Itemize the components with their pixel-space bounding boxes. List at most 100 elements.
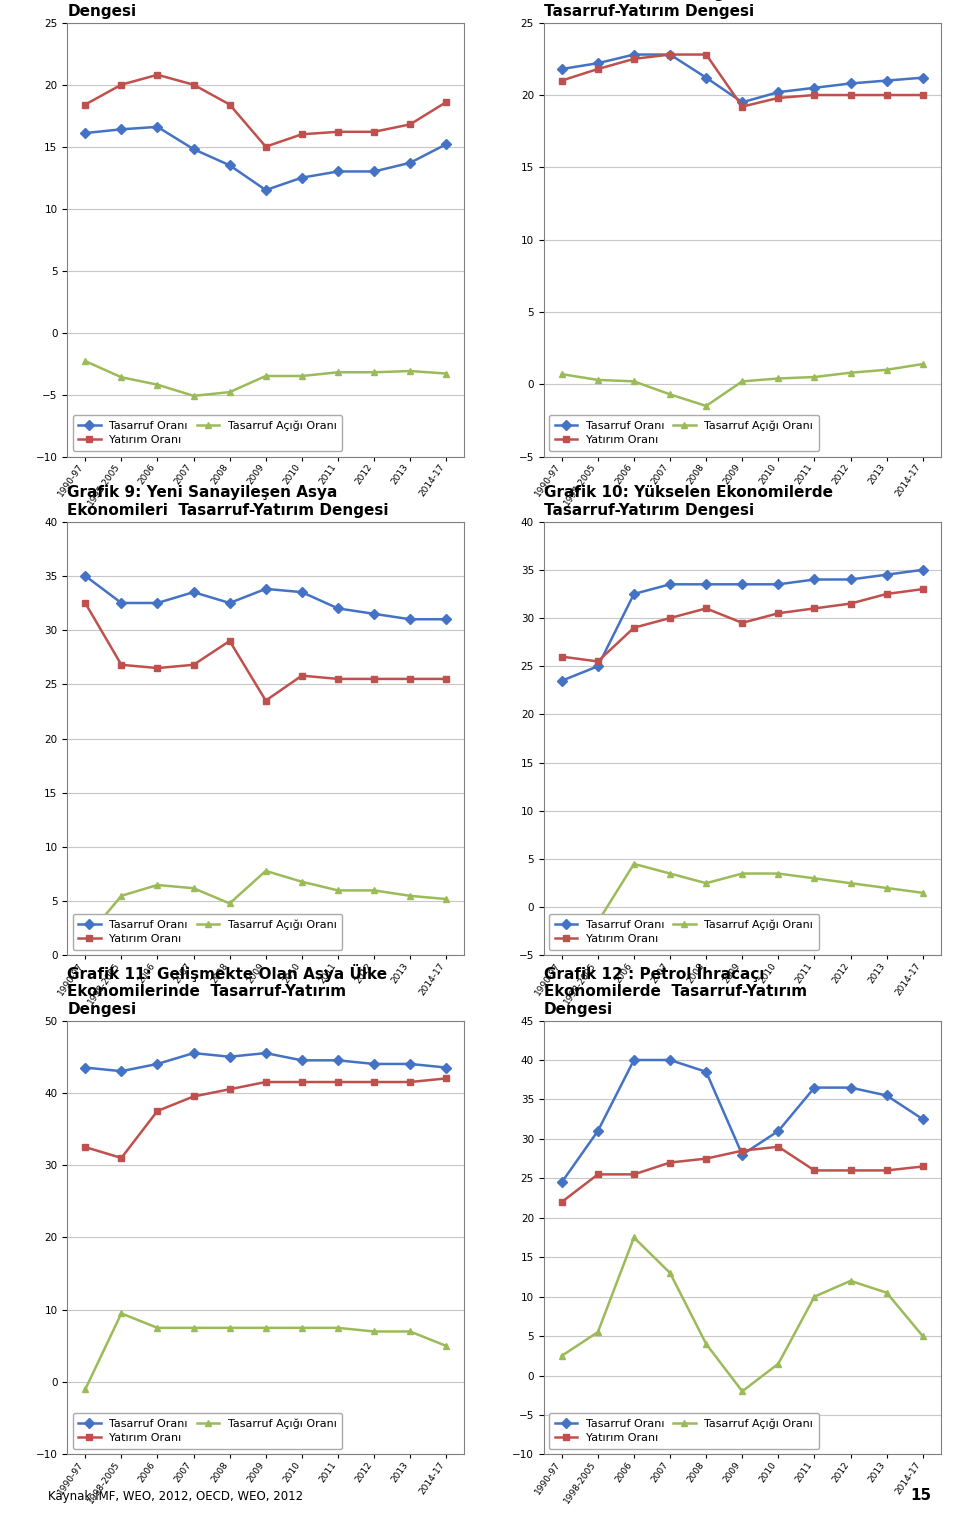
Yatırım Oranı [441,92,452,111]
Line: Yatırım Oranı: Yatırım Oranı [559,1144,926,1206]
Yatırım Oranı [224,1080,235,1098]
Tasarruf Oranı [773,83,784,102]
Tasarruf Oranı [808,1079,820,1097]
Yatırım Oranı [224,95,235,114]
Tasarruf Açığı Oranı [152,376,163,394]
Tasarruf Oranı [369,1054,380,1073]
Tasarruf Oranı [736,576,748,594]
Yatırım Oranı [152,65,163,83]
Tasarruf Açığı Oranı [404,362,416,380]
Tasarruf Oranı [917,561,928,579]
Yatırım Oranı [369,123,380,141]
Tasarruf Açığı Oranı [736,865,748,883]
Tasarruf Oranı [260,580,272,598]
Yatırım Oranı [917,580,928,598]
Tasarruf Oranı [80,567,91,585]
Yatırım Oranı [592,653,604,671]
Yatırım Oranı [260,138,272,156]
Yatırım Oranı [628,1165,639,1183]
Line: Yatırım Oranı: Yatırım Oranı [559,586,926,665]
Text: Grafik 11: Gelişmekte Olan Asya Ülke
Ekonomilerinde  Tasarruf-Yatırım
Dengesi: Grafik 11: Gelişmekte Olan Asya Ülke Eko… [67,964,387,1017]
Tasarruf Oranı [556,1173,567,1191]
Tasarruf Oranı [369,604,380,623]
Yatırım Oranı [736,614,748,632]
Yatırım Oranı [845,1162,856,1180]
Tasarruf Açığı Oranı [773,1354,784,1373]
Tasarruf Oranı [260,1044,272,1062]
Tasarruf Açığı Oranı [664,1264,676,1282]
Tasarruf Açığı Oranı [441,365,452,383]
Yatırım Oranı [773,1138,784,1156]
Tasarruf Oranı [881,565,893,583]
Line: Yatırım Oranı: Yatırım Oranı [82,600,449,704]
Tasarruf Açığı Oranı [917,355,928,373]
Line: Tasarruf Açığı Oranı: Tasarruf Açığı Oranı [82,1310,449,1392]
Tasarruf Açığı Oranı [808,870,820,888]
Yatırım Oranı [260,691,272,709]
Line: Tasarruf Oranı: Tasarruf Oranı [82,123,449,194]
Tasarruf Oranı [152,594,163,612]
Tasarruf Oranı [260,180,272,198]
Tasarruf Açığı Oranı [664,385,676,403]
Tasarruf Açığı Oranı [592,1323,604,1341]
Line: Tasarruf Oranı: Tasarruf Oranı [559,567,926,685]
Yatırım Oranı [224,632,235,650]
Tasarruf Açığı Oranı [369,1323,380,1341]
Yatırım Oranı [332,1073,344,1091]
Tasarruf Oranı [592,1123,604,1141]
Tasarruf Oranı [115,1062,127,1080]
Legend: Tasarruf Oranı, Yatırım Oranı, Tasarruf Açığı Oranı: Tasarruf Oranı, Yatırım Oranı, Tasarruf … [73,1412,343,1448]
Text: Grafik 9: Yeni Sanayileşen Asya
Ekonomileri  Tasarruf-Yatırım Dengesi: Grafik 9: Yeni Sanayileşen Asya Ekonomil… [67,485,389,518]
Tasarruf Açığı Oranı [628,373,639,391]
Tasarruf Açığı Oranı [332,1318,344,1336]
Yatırım Oranı [881,86,893,105]
Line: Tasarruf Oranı: Tasarruf Oranı [82,1050,449,1074]
Tasarruf Oranı [592,55,604,73]
Tasarruf Açığı Oranı [845,364,856,382]
Line: Yatırım Oranı: Yatırım Oranı [82,1076,449,1162]
Tasarruf Açığı Oranı [296,1318,307,1336]
Tasarruf Oranı [556,61,567,79]
Tasarruf Oranı [404,153,416,171]
Yatırım Oranı [701,45,712,64]
Yatırım Oranı [332,670,344,688]
Tasarruf Açığı Oranı [881,1283,893,1301]
Tasarruf Açığı Oranı [224,894,235,912]
Tasarruf Oranı [808,79,820,97]
Yatırım Oranı [664,45,676,64]
Yatırım Oranı [369,670,380,688]
Yatırım Oranı [188,76,200,94]
Yatırım Oranı [80,594,91,612]
Tasarruf Açığı Oranı [881,879,893,897]
Tasarruf Oranı [701,68,712,86]
Tasarruf Oranı [224,1048,235,1067]
Yatırım Oranı [115,1148,127,1167]
Tasarruf Oranı [296,583,307,601]
Tasarruf Açığı Oranı [404,886,416,904]
Yatırım Oranı [115,656,127,674]
Text: Kaynak:IMF, WEO, 2012, OECD, WEO, 2012: Kaynak:IMF, WEO, 2012, OECD, WEO, 2012 [48,1489,303,1503]
Line: Yatırım Oranı: Yatırım Oranı [82,71,449,150]
Tasarruf Oranı [664,45,676,64]
Tasarruf Açığı Oranı [773,865,784,883]
Tasarruf Oranı [664,1051,676,1070]
Yatırım Oranı [441,1070,452,1088]
Tasarruf Açığı Oranı [845,1271,856,1289]
Tasarruf Açığı Oranı [260,862,272,880]
Yatırım Oranı [845,86,856,105]
Tasarruf Açığı Oranı [881,361,893,379]
Tasarruf Oranı [80,124,91,142]
Yatırım Oranı [556,1192,567,1210]
Legend: Tasarruf Oranı, Yatırım Oranı, Tasarruf Açığı Oranı: Tasarruf Oranı, Yatırım Oranı, Tasarruf … [73,914,343,950]
Yatırım Oranı [556,647,567,665]
Yatırım Oranı [845,594,856,612]
Tasarruf Oranı [881,71,893,89]
Tasarruf Oranı [296,168,307,186]
Tasarruf Oranı [404,611,416,629]
Tasarruf Açığı Oranı [296,367,307,385]
Yatırım Oranı [736,97,748,115]
Yatırım Oranı [369,1073,380,1091]
Tasarruf Açığı Oranı [332,364,344,382]
Tasarruf Oranı [556,671,567,689]
Yatırım Oranı [881,585,893,603]
